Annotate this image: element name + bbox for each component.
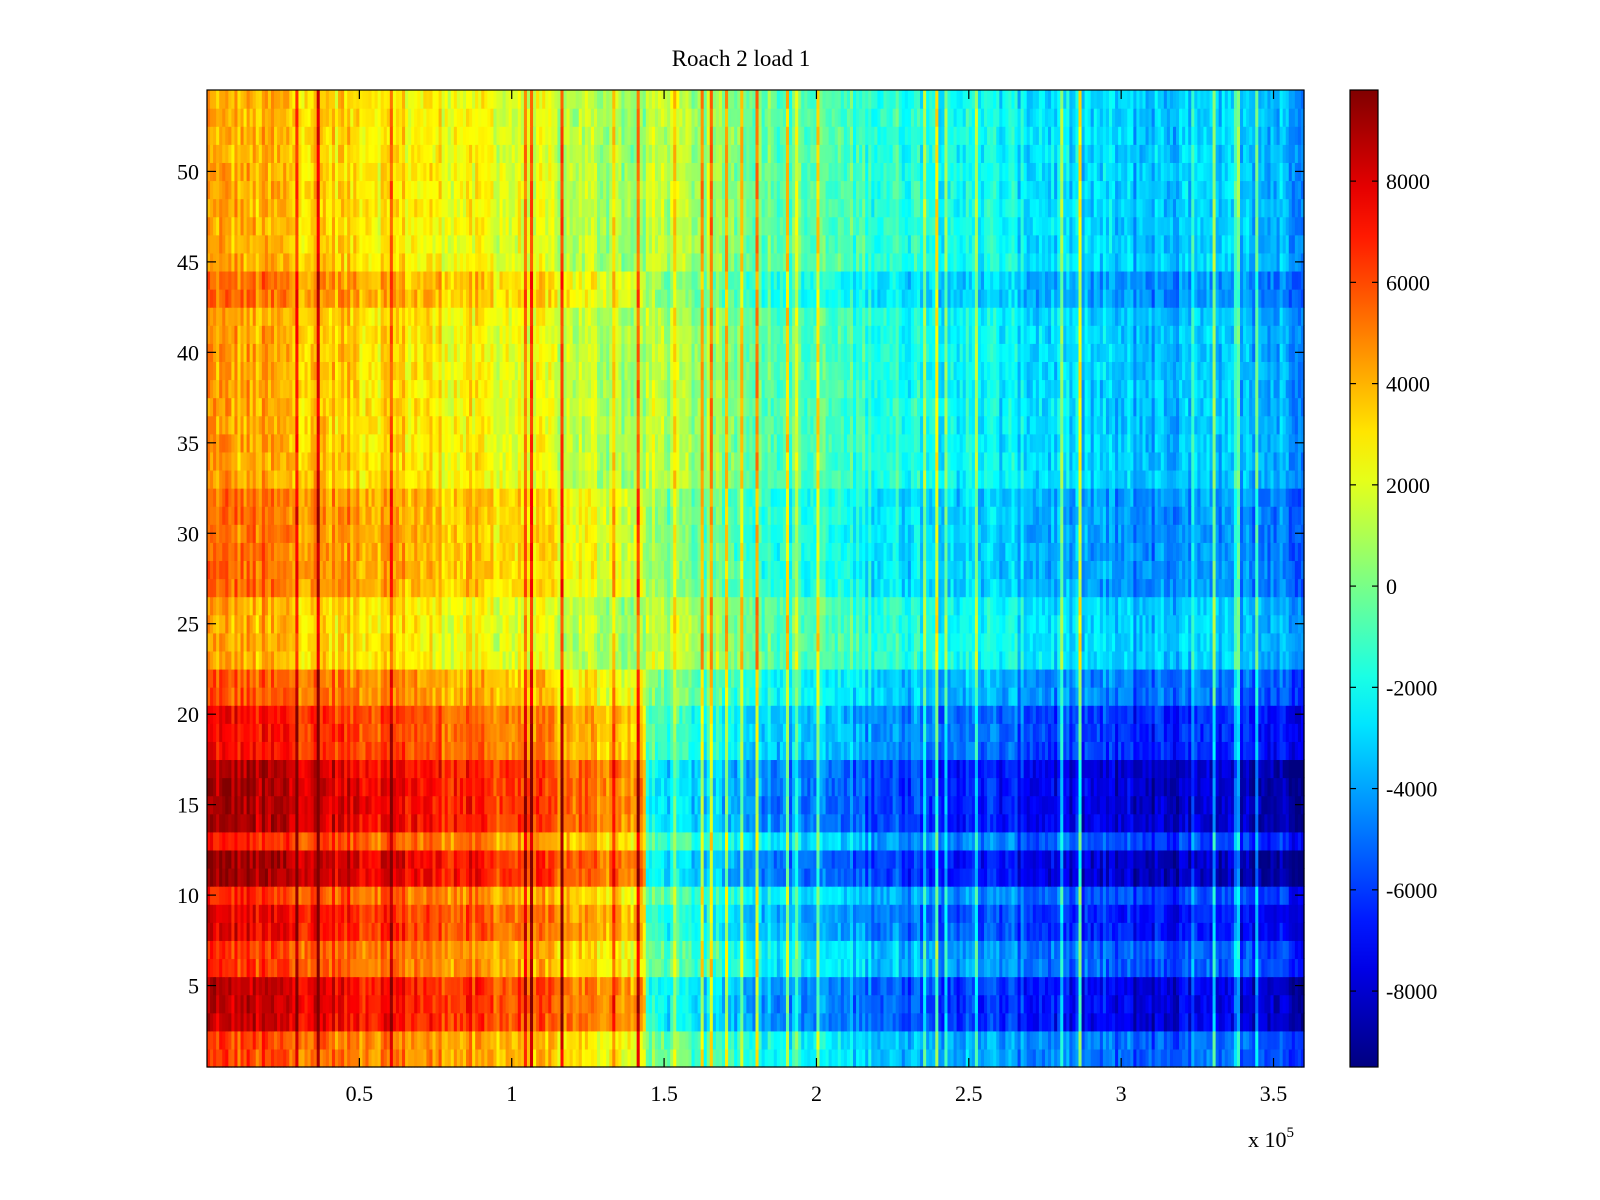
chart-title: Roach 2 load 1 — [672, 46, 811, 71]
heatmap-cells — [207, 90, 1305, 1068]
